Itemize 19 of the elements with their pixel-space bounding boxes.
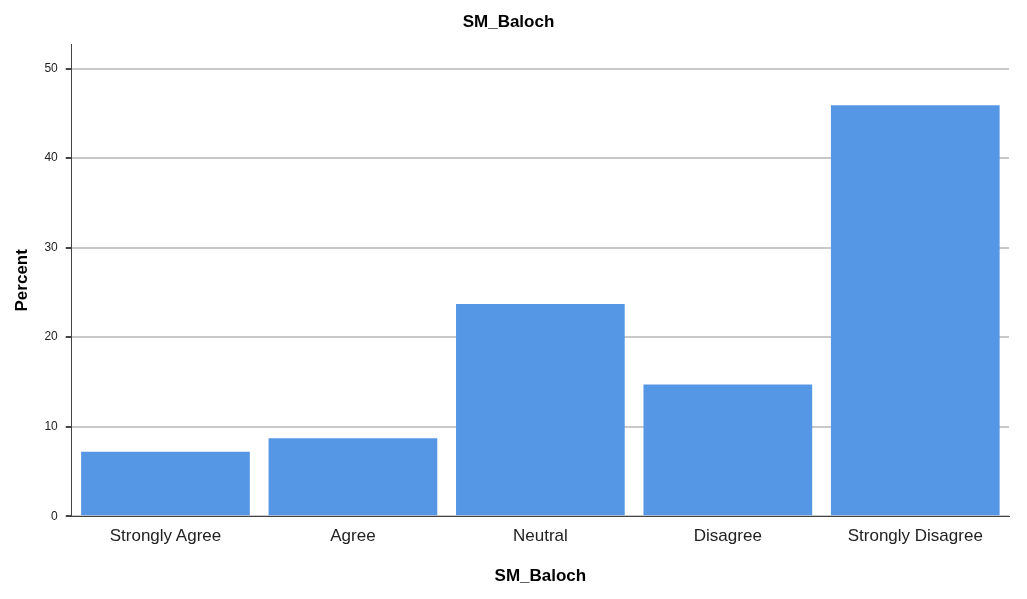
y-tick-label: 0 [51,508,59,523]
x-tick-label: Strongly Disagree [847,526,983,546]
y-tick-label: 10 [44,418,59,433]
bar [830,105,1000,516]
y-tick-label: 50 [44,60,59,75]
x-tick-label: Strongly Agree [109,526,222,546]
bar [81,451,250,516]
chart-title: SM_Baloch [462,11,555,31]
bar [643,384,813,516]
x-axis-title: SM_Baloch [494,566,587,586]
bar [456,304,625,516]
y-axis-title: Percent [11,248,31,312]
y-tick-label: 30 [44,239,59,254]
y-tick-label: 40 [44,150,59,165]
x-tick-label: Neutral [512,526,568,546]
bar [268,438,438,516]
x-tick-label: Agree [330,526,376,546]
y-tick-label: 20 [44,329,59,344]
x-tick-label: Disagree [693,526,762,546]
